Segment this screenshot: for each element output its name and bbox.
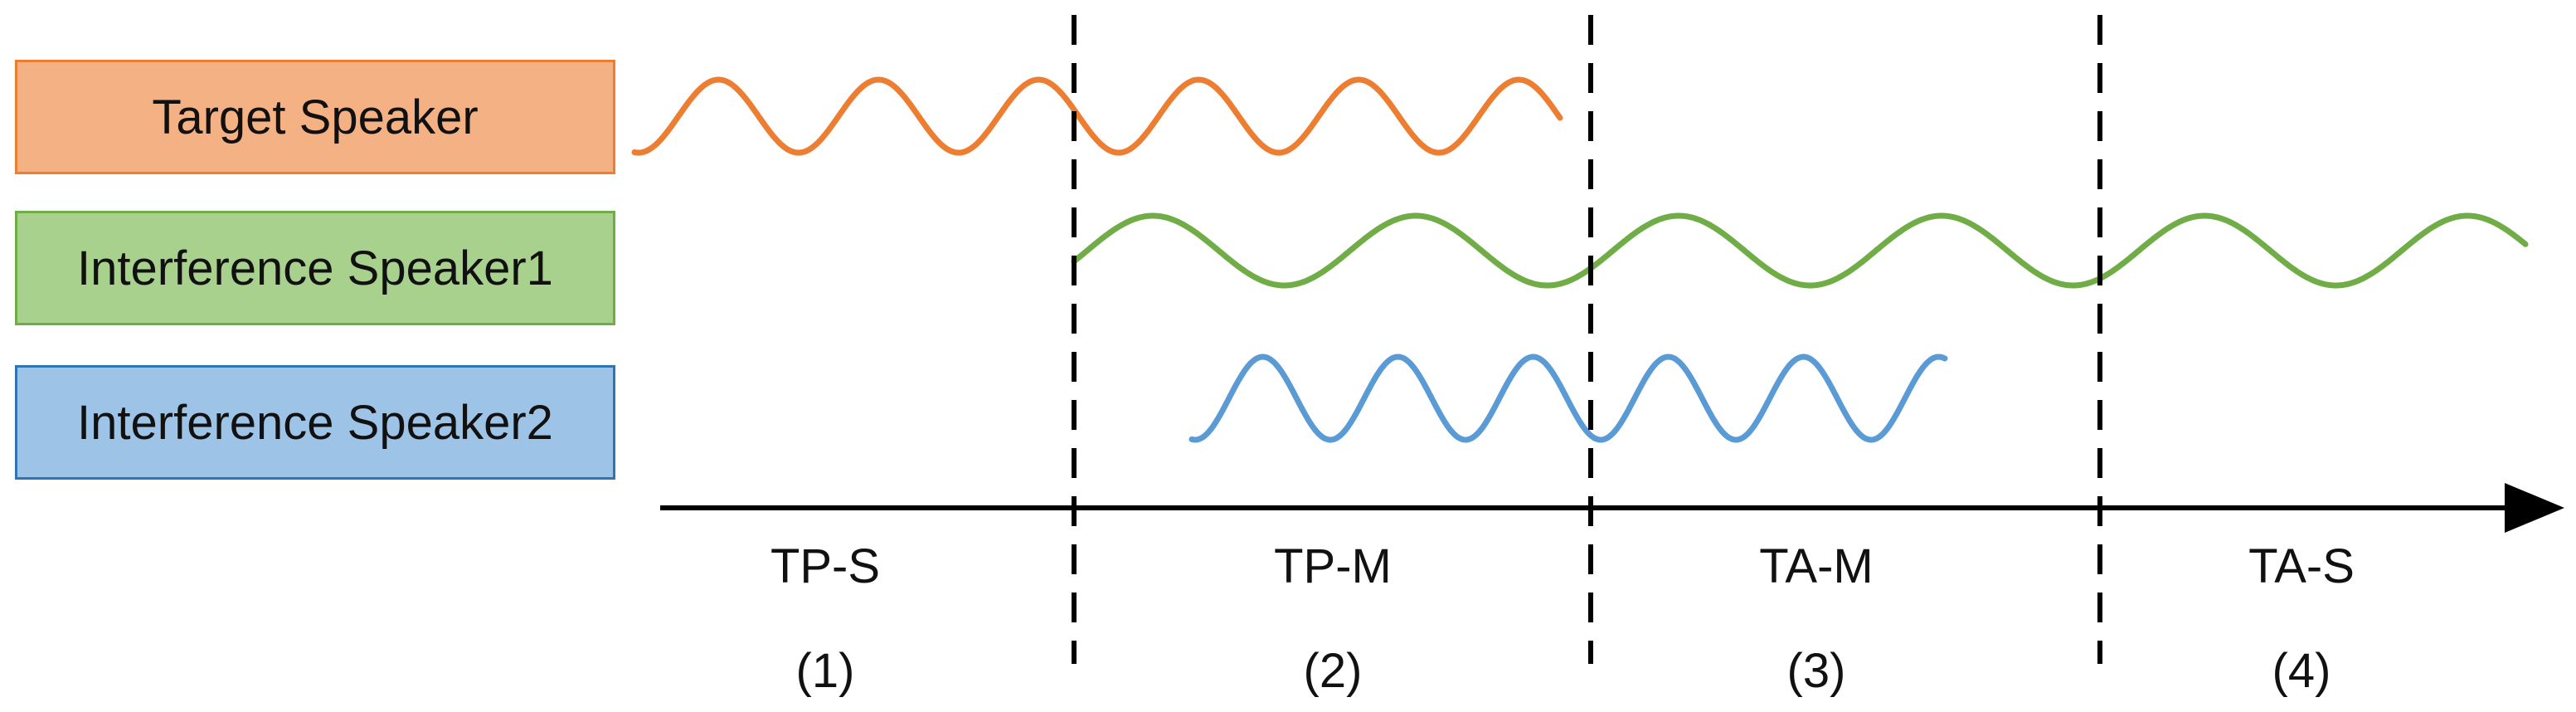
interference-speaker1-label: Interference Speaker1 xyxy=(77,241,553,295)
interference-speaker2-label: Interference Speaker2 xyxy=(77,395,553,450)
target-speaker-label: Target Speaker xyxy=(152,90,479,144)
segment-label-ta-s: TA-S xyxy=(2248,539,2355,593)
segment-number-1: (1) xyxy=(796,644,855,698)
target-speaker-wave xyxy=(631,76,1563,156)
segment-label-tp-m: TP-M xyxy=(1274,539,1392,593)
target-speaker-box: Target Speaker xyxy=(15,60,615,174)
interference-speaker1-box: Interference Speaker1 xyxy=(15,211,615,325)
segment-number-2: (2) xyxy=(1304,644,1363,698)
segment-label-ta-m: TA-M xyxy=(1759,539,1873,593)
segment-label-tp-s: TP-S xyxy=(770,539,880,593)
segment-number-4: (4) xyxy=(2272,644,2331,698)
interference-speaker2-box: Interference Speaker2 xyxy=(15,365,615,480)
interference-speaker2-wave xyxy=(1188,354,1948,443)
interference-speaker1-wave xyxy=(1071,212,2529,289)
segment-number-3: (3) xyxy=(1787,644,1846,698)
